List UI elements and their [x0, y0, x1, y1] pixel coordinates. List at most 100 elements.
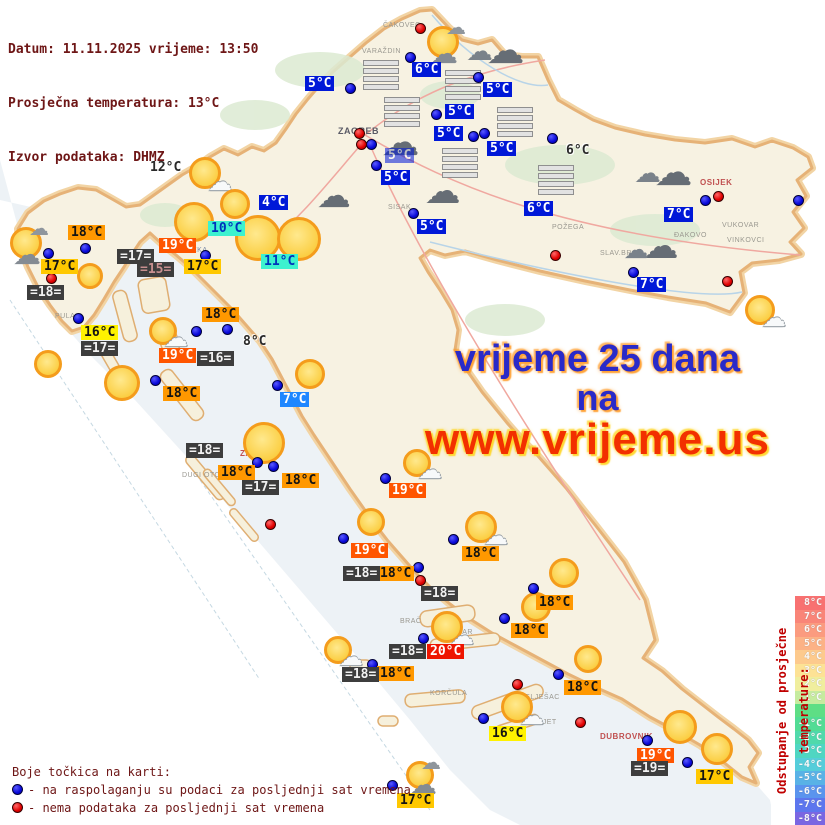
- station-dot-blue: [222, 324, 233, 335]
- scale-step: -3°C: [795, 744, 825, 758]
- scale-step: 6°C: [795, 623, 825, 637]
- blue-dot-icon: [12, 784, 23, 795]
- temp-marker: 18°C: [511, 623, 549, 638]
- station-dot-blue: [642, 735, 653, 746]
- temp-marker: 18°C: [462, 546, 500, 561]
- map-place-label: PELJEŠAC: [520, 694, 560, 701]
- temp-marker: =18=: [342, 667, 380, 682]
- temp-marker: 18°C: [218, 465, 256, 480]
- scale-step: -4°C: [795, 757, 825, 771]
- header-date: Datum: 11.11.2025 vrijeme: 13:50: [8, 42, 259, 57]
- fog-icon: [538, 165, 574, 195]
- station-dot-blue: [431, 109, 442, 120]
- map-place-label: KORČULA: [430, 690, 468, 697]
- map-place-label: DUGI OTOK: [182, 472, 226, 479]
- dot-legend: Boje točkica na karti: - na raspolaganju…: [12, 763, 411, 817]
- map-place-label: MLJET: [532, 719, 557, 726]
- station-dot-blue: [499, 613, 510, 624]
- watermark-line1: vrijeme 25 dana: [454, 338, 741, 380]
- temp-deviation-scale: Odstupanje od prosječne temperature: 8°C…: [771, 596, 825, 825]
- station-dot-blue: [468, 131, 479, 142]
- temp-marker: 18°C: [282, 473, 320, 488]
- temp-marker: 19°C: [637, 748, 675, 763]
- cloud-icon: ☁: [418, 456, 442, 484]
- red-dot-icon: [12, 802, 23, 813]
- temp-marker: 17°C: [696, 769, 734, 784]
- cloud-icon: ☁: [484, 522, 508, 550]
- dark-cloud-icon: ☁: [466, 36, 493, 67]
- temp-marker: 16°C: [81, 325, 119, 340]
- station-dot-blue: [80, 243, 91, 254]
- station-dot-blue: [528, 583, 539, 594]
- temp-marker: =17=: [117, 249, 155, 264]
- map-place-label: DUBROVNIK: [600, 732, 653, 741]
- temp-marker: 7°C: [637, 277, 667, 292]
- temp-marker: 19°C: [389, 483, 427, 498]
- sun-icon: ☁: [149, 317, 188, 350]
- temp-marker: 18°C: [536, 595, 574, 610]
- scale-step: 2°C: [795, 677, 825, 691]
- scale-step: -2°C: [795, 730, 825, 744]
- station-dot-blue: [700, 195, 711, 206]
- map-place-label: SISAK: [388, 204, 412, 211]
- fog-icon: [363, 60, 399, 90]
- legend-red-row: - nema podataka za posljednji sat vremen…: [12, 799, 411, 817]
- temp-marker: 18°C: [377, 666, 415, 681]
- temp-marker: 18°C: [202, 307, 240, 322]
- station-dot-blue: [405, 52, 416, 63]
- scale-step: -5°C: [795, 771, 825, 785]
- sun-icon: [549, 558, 579, 588]
- station-dot-blue: [413, 562, 424, 573]
- sun-icon: [77, 263, 103, 289]
- temp-marker: 18°C: [68, 225, 106, 240]
- temp-marker: 5°C: [417, 219, 447, 234]
- temp-marker: =18=: [389, 644, 427, 659]
- station-dot-red: [46, 273, 57, 284]
- temp-marker: =18=: [343, 566, 381, 581]
- station-dot-blue: [547, 133, 558, 144]
- station-dot-blue: [73, 313, 84, 324]
- scale-step: -8°C: [795, 811, 825, 825]
- scale-step: 7°C: [795, 609, 825, 623]
- temp-marker: 18°C: [564, 680, 602, 695]
- temp-label: 8°C: [243, 334, 267, 349]
- temp-marker: 18°C: [377, 566, 415, 581]
- temp-marker: 7°C: [280, 392, 310, 407]
- fog-icon: [442, 148, 478, 178]
- dark-cloud-icon: ☁: [623, 235, 649, 264]
- temp-marker: 16°C: [489, 726, 527, 741]
- dark-cloud-icon: ☁: [654, 149, 693, 194]
- cloud-icon: ☁: [29, 216, 49, 240]
- temp-marker: =17=: [242, 480, 280, 495]
- map-place-label: BRAČ: [400, 618, 422, 625]
- temp-marker: 20°C: [427, 644, 465, 659]
- temp-marker: 5°C: [487, 141, 517, 156]
- map-place-label: VARAŽDIN: [362, 48, 401, 55]
- station-dot-blue: [628, 267, 639, 278]
- temp-marker: 17°C: [397, 793, 435, 808]
- temp-marker: =16=: [197, 351, 235, 366]
- scale-step: 8°C: [795, 596, 825, 610]
- header-average-temp: Prosječna temperatura: 13°C: [8, 96, 220, 111]
- station-dot-blue: [252, 457, 263, 468]
- map-place-label: ČAKOVEC: [383, 22, 421, 29]
- scale-step: 4°C: [795, 650, 825, 664]
- dark-cloud-icon: ☁: [486, 27, 525, 72]
- station-dot-blue: [191, 326, 202, 337]
- scale-step: -7°C: [795, 798, 825, 812]
- sun-icon: [574, 645, 602, 673]
- station-dot-blue: [418, 633, 429, 644]
- station-dot-blue: [366, 139, 377, 150]
- station-dot-blue: [387, 780, 398, 791]
- temp-marker: 17°C: [184, 259, 222, 274]
- station-dot-red: [356, 139, 367, 150]
- station-dot-blue: [43, 248, 54, 259]
- temp-marker: =17=: [81, 341, 119, 356]
- croatia-outline: [14, 6, 816, 787]
- legend-blue-row: - na raspolaganju su podaci za posljednj…: [12, 781, 411, 799]
- scale-blocks: 8°C 7°C 6°C 5°C 4°C 3°C 2°C 1°C -1°C -2°C -3°C -4°C…: [795, 596, 825, 825]
- temp-marker: 5°C: [305, 76, 335, 91]
- scale-step: 3°C: [795, 663, 825, 677]
- temp-marker: 5°C: [385, 148, 415, 163]
